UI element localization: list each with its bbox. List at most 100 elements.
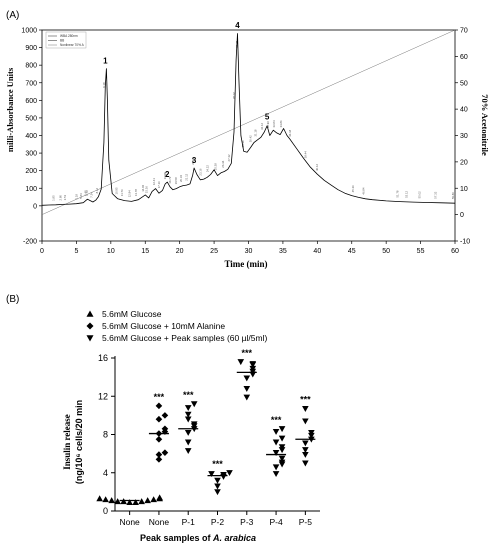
x-tick-label: 40 [313,248,321,255]
significance-star: *** [300,395,311,405]
x-tick-label: 35 [279,248,287,255]
triangle-down-marker [302,447,309,454]
minor-peak-label: 32.96 [266,121,270,128]
triangle-down-marker [184,411,192,418]
minor-peak-label: 27.32 [227,154,231,161]
panel-b-data-points [96,359,315,506]
panel-b-insulin-release: (B) 5.6mM Glucose 5.6mM Glucose + 10mM Al… [6,294,320,543]
minor-peak-label: 36.18 [288,129,292,136]
minor-peak-label: 19.58 [174,177,178,184]
y-tick-label: 8 [103,430,108,440]
chromatogram-line [41,33,456,206]
significance-star: *** [154,392,165,402]
y-tick-label-left: 300 [25,151,37,158]
triangle-up-marker [138,498,145,505]
diamond-marker [155,402,163,410]
minor-peak-label: 34.86 [279,120,283,127]
triangle-up-marker [108,497,115,504]
triangle-down-marker [272,450,280,456]
minor-peak-label: 28.02 [232,92,236,99]
triangle-down-marker [184,405,192,412]
triangle-down-marker [249,361,257,368]
x-tick-label: P-1 [182,517,196,527]
minor-peak-label: 32.12 [260,122,264,129]
triangle-up-marker [132,499,139,506]
significance-star: *** [271,415,282,425]
triangle-up-marker [156,494,163,501]
triangle-down-marker [226,470,233,477]
x-tick-label: 15 [141,248,149,255]
triangle-down-marker [302,406,309,412]
minor-peak-label: 2.80 [58,195,62,201]
panel-b-x-axis-label-prefix: Peak samples of [140,533,213,543]
triangle-down-marker [184,429,192,436]
minor-peak-label: 17.16 [157,181,161,188]
y-tick-label-left: 800 [25,63,37,70]
minor-peak-label: 14.82 [141,184,145,191]
minor-peak-label: 1.85 [52,195,56,201]
peak-label: 3 [192,156,197,165]
triangle-down-marker [214,483,221,490]
x-tick-label: 45 [348,248,356,255]
minor-peak-label: 21.12 [184,173,188,180]
minor-peak-label: 7.34 [90,192,94,198]
minor-peak-label: 3.51 [63,194,67,200]
triangle-down-marker [278,459,286,466]
x-tick-label: P-2 [211,517,225,527]
y-tick-label-right: 20 [460,159,468,166]
triangle-up-marker [126,499,133,506]
legend-entry: Nonlinear 70% A [60,43,85,47]
triangle-down-marker [278,444,286,451]
triangle-down-marker [184,416,192,423]
y-tick-label-right: 60 [460,54,468,61]
panel-a-y-axis-label-right: 70% Acetonitrile [480,94,490,156]
diamond-marker [155,415,163,423]
panel-a-axes: 0 5 10 15 20 25 30 35 40 45 50 55 60-200010020030040… [21,28,470,256]
y-tick-label-right: 50 [460,80,468,87]
triangle-down-marker [208,471,215,478]
triangle-up-marker [96,495,103,502]
triangle-down-marker [302,418,309,425]
peak-label: 1 [103,56,108,65]
x-tick-label: P-4 [269,517,283,527]
panel-a-label: (A) [6,10,19,21]
minor-peak-label: 53.12 [405,190,409,197]
minor-peak-label: 20.34 [179,175,183,182]
panel-b-y-axis-label-line1: Insulin release [62,414,72,470]
triangle-down-marker [86,335,94,342]
triangle-down-marker [214,477,221,484]
triangle-down-marker [272,471,280,478]
minor-peak-label: 40.12 [315,163,319,170]
triangle-down-marker [249,365,257,372]
triangle-down-marker [190,401,198,408]
minor-peak-label: 25.38 [214,163,218,170]
triangle-down-marker [190,421,198,428]
minor-peak-label: 12.84 [127,190,131,197]
minor-peak-label: 18.72 [168,176,172,183]
triangle-down-marker [272,439,280,446]
minor-peak-label: 8.12 [95,188,99,194]
minor-peak-label: 23.16 [198,168,202,175]
minor-peak-label: 15.36 [145,186,149,193]
significance-star: *** [242,348,253,358]
y-tick-label-right: 10 [460,186,468,193]
minor-peak-label: 51.78 [395,190,399,197]
x-tick-label: P-5 [299,517,313,527]
x-tick-label: 0 [40,248,44,255]
minor-peak-label: 17.98 [163,172,167,179]
panel-b-label: (B) [6,294,19,305]
legend-entry: 5.6mM Glucose + 10mM Alanine [102,321,225,331]
x-tick-label: 20 [176,248,184,255]
diamond-marker [161,412,169,419]
diamond-marker [161,425,169,433]
minor-peak-label: 6.72 [85,190,89,196]
minor-peak-label: 33.84 [272,120,276,127]
significance-star: *** [212,459,223,469]
minor-peak-label: 6.48 [84,190,88,196]
y-tick-label-left: 1000 [21,28,37,35]
panel-b-legend: 5.6mM Glucose 5.6mM Glucose + 10mM Alanin… [86,309,267,343]
triangle-down-marker [308,429,315,436]
peak-label: 5 [265,113,270,122]
triangle-down-marker [184,439,192,446]
